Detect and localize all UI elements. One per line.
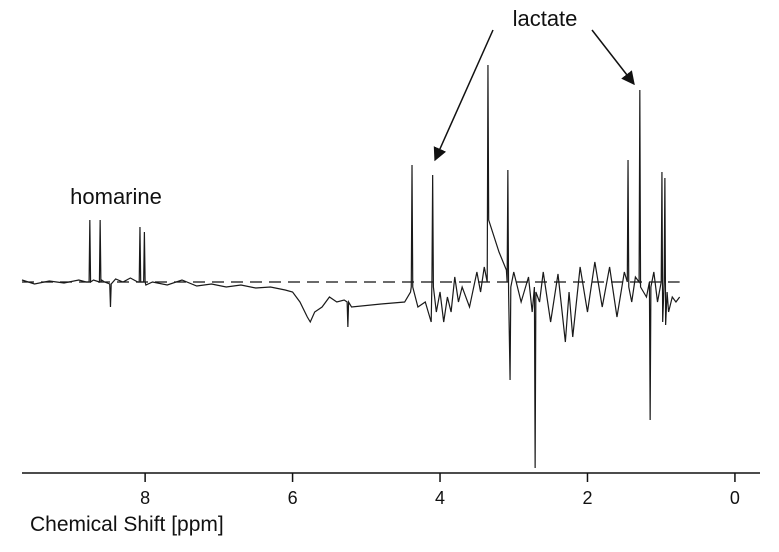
annotation-arrow bbox=[433, 29, 494, 162]
annotation-arrow bbox=[591, 29, 635, 86]
spectrum-line bbox=[21, 64, 681, 469]
annotation: lactate bbox=[513, 6, 578, 31]
x-tick-label: 6 bbox=[288, 488, 298, 508]
x-tick-label: 4 bbox=[435, 488, 445, 508]
x-tick-label: 0 bbox=[730, 488, 740, 508]
x-tick-label: 8 bbox=[140, 488, 150, 508]
x-axis-label: Chemical Shift [ppm] bbox=[30, 513, 224, 536]
x-tick-label: 2 bbox=[582, 488, 592, 508]
annotation: homarine bbox=[70, 184, 162, 209]
